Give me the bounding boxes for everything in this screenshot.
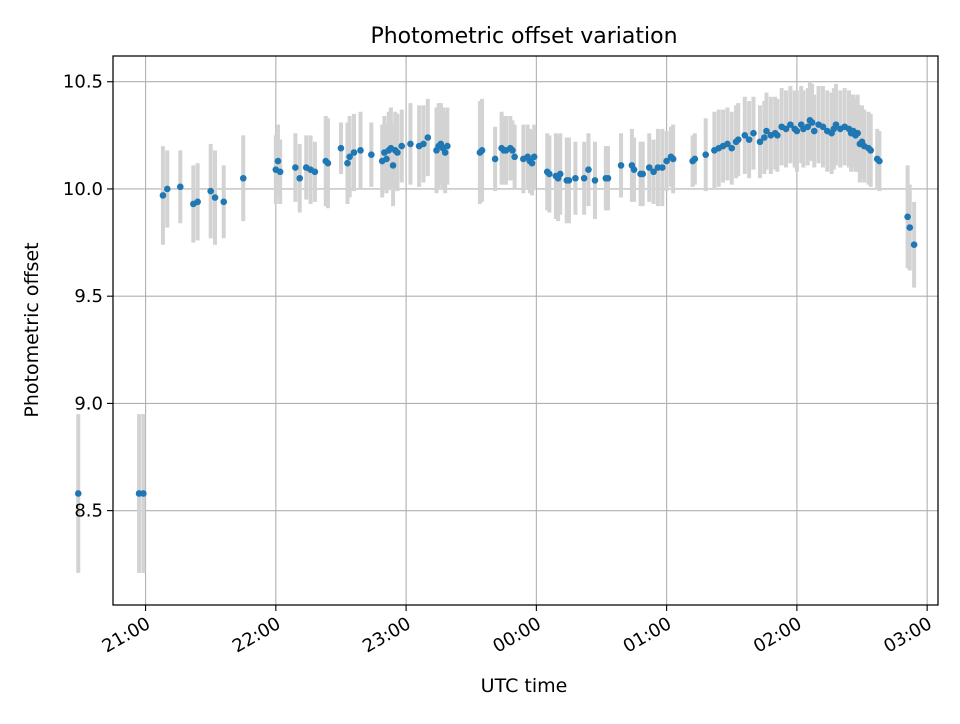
grid: [113, 56, 938, 605]
data-point: [580, 174, 588, 182]
data-point: [782, 125, 790, 133]
data-point: [741, 132, 749, 139]
data-point: [274, 157, 282, 165]
data-point: [368, 151, 375, 158]
data-point: [530, 153, 538, 161]
data-point: [509, 147, 516, 154]
data-point: [220, 198, 228, 206]
data-point: [854, 129, 861, 137]
data-point: [669, 155, 677, 163]
data-point: [910, 241, 918, 249]
data-point: [337, 144, 345, 152]
data-point: [324, 159, 332, 167]
chart-title: Photometric offset variation: [370, 24, 677, 49]
data-point: [383, 155, 390, 163]
data-point: [292, 164, 299, 171]
data-point: [787, 121, 794, 128]
data-point: [906, 224, 914, 231]
data-point: [658, 164, 666, 171]
data-point: [296, 174, 304, 182]
data-point: [556, 170, 564, 178]
data-point: [140, 490, 147, 497]
data-point: [394, 149, 401, 156]
data-point: [650, 168, 657, 176]
data-point: [211, 194, 219, 201]
y-tick-label: 8.5: [74, 501, 103, 522]
data-point: [207, 187, 214, 195]
data-point: [876, 157, 883, 165]
data-point: [691, 155, 699, 163]
data-point: [745, 136, 753, 143]
data-point: [478, 147, 486, 154]
data-point: [617, 162, 625, 169]
data-point: [810, 127, 818, 135]
data-point: [177, 183, 184, 191]
data-point: [630, 166, 638, 173]
data-point: [804, 123, 812, 131]
x-axis-label: UTC time: [481, 675, 568, 697]
y-tick-label: 9.0: [74, 393, 103, 414]
data-point: [832, 121, 840, 128]
data-point: [346, 153, 353, 161]
data-point: [756, 138, 764, 146]
data-point: [724, 140, 731, 148]
data-point: [591, 177, 599, 184]
data-point: [398, 142, 406, 150]
data-point: [239, 174, 247, 182]
y-axis-ticks: 8.5 9.0 9.5 10.0 10.5: [63, 72, 113, 522]
data-point: [572, 174, 579, 182]
y-tick-label: 9.5: [74, 286, 103, 307]
data-point: [311, 168, 319, 176]
data-point: [407, 140, 414, 148]
data-point: [904, 213, 911, 221]
data-point: [867, 147, 874, 154]
data-point: [774, 132, 781, 139]
data-point: [194, 198, 201, 206]
data-point: [639, 170, 647, 178]
y-tick-label: 10.0: [63, 179, 103, 200]
data-point: [74, 490, 82, 497]
data-point: [424, 134, 432, 141]
plot-frame: [112, 55, 939, 606]
data-point: [645, 164, 653, 171]
y-axis-label: Photometric offset: [21, 242, 43, 417]
data-point: [389, 162, 397, 169]
y-tick-label: 10.5: [63, 72, 103, 93]
data-point: [357, 147, 364, 154]
data-point: [444, 142, 451, 150]
data-point: [276, 168, 284, 176]
data-point: [441, 149, 449, 156]
data-point: [604, 174, 612, 182]
data-point: [793, 127, 801, 135]
data-point: [763, 127, 770, 135]
data-point: [734, 136, 742, 143]
data-point: [663, 157, 670, 165]
data-point: [344, 159, 351, 167]
data-point: [546, 170, 553, 178]
data-point: [491, 155, 499, 163]
data-point: [350, 149, 358, 156]
data-point: [750, 129, 757, 137]
data-points: [74, 117, 918, 497]
data-point: [728, 144, 736, 152]
data-point: [528, 159, 536, 167]
data-point: [420, 140, 427, 148]
data-point: [808, 119, 816, 126]
data-point: [819, 123, 827, 131]
data-point: [511, 153, 518, 161]
data-point: [163, 185, 171, 193]
data-point: [565, 177, 573, 184]
data-point: [159, 192, 167, 199]
data-point: [585, 166, 592, 173]
data-point: [761, 134, 768, 141]
data-point: [702, 151, 709, 158]
